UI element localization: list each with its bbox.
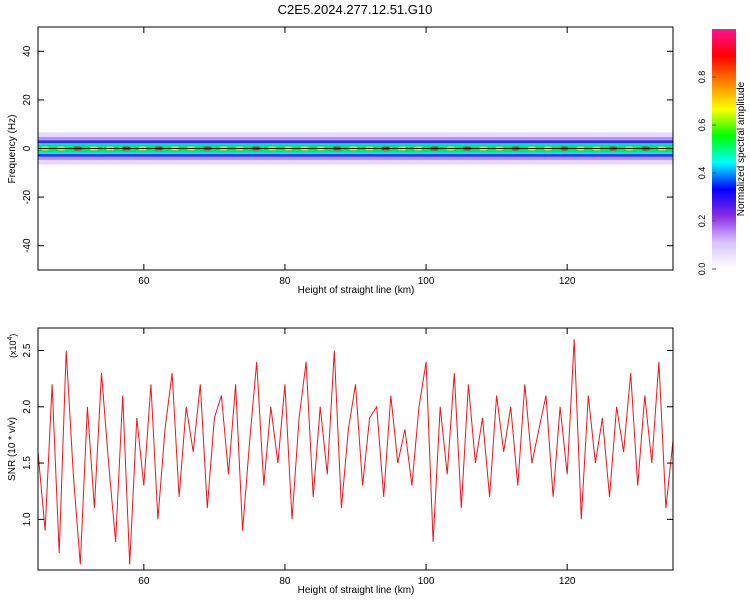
colorbar-tick-label: 0.8 bbox=[697, 71, 707, 84]
x-tick-label: 100 bbox=[418, 576, 435, 587]
snr-x-ticks: 60 80 100 120 bbox=[138, 328, 576, 587]
y-tick-label: 20 bbox=[22, 94, 33, 106]
snr-y-multiplier: (x104) bbox=[7, 334, 18, 358]
spectrogram-panel: 60 80 100 120 40 20 0 -20 -40 Height of straigh… bbox=[7, 26, 674, 296]
spectrogram-y-axis-label: Frequency (Hz) bbox=[7, 115, 18, 184]
y-tick-label: -20 bbox=[22, 189, 33, 204]
colorbar-tick-label: 0.6 bbox=[697, 119, 707, 132]
snr-y-axis-label: SNR (10 * v/v) bbox=[7, 417, 18, 481]
y-tick-label: -40 bbox=[22, 238, 33, 253]
colorbar-label: Normalized spectral amplitude bbox=[736, 81, 747, 216]
spectrogram-x-axis-label: Height of straight line (km) bbox=[298, 285, 415, 296]
y-tick-label: 2.0 bbox=[22, 399, 33, 413]
chart-title: C2E5.2024.277.12.51.G10 bbox=[278, 2, 433, 17]
x-tick-label: 120 bbox=[559, 576, 576, 587]
y-tick-label: 40 bbox=[22, 45, 33, 57]
x-tick-label: 80 bbox=[279, 276, 291, 287]
y-tick-label: 0 bbox=[22, 145, 33, 151]
x-tick-label: 80 bbox=[279, 576, 291, 587]
x-tick-label: 100 bbox=[418, 276, 435, 287]
snr-frame bbox=[37, 327, 674, 571]
snr-y-ticks: 1.0 1.5 2.0 2.5 bbox=[22, 343, 673, 526]
colorbar-tick-label: 0.0 bbox=[697, 263, 707, 276]
colorbar-tick-label: 0.4 bbox=[697, 167, 707, 180]
colorbar-ticks: 0.0 0.2 0.4 0.6 0.8 bbox=[697, 71, 716, 276]
snr-x-axis-label: Height of straight line (km) bbox=[298, 585, 415, 596]
x-tick-label: 60 bbox=[138, 576, 150, 587]
snr-series-line bbox=[37, 339, 674, 565]
snr-panel: 60 80 100 120 1.0 1.5 2.0 2.5 Height of straig… bbox=[7, 327, 674, 596]
y-tick-label: 1.5 bbox=[22, 456, 33, 470]
spectrogram-x-ticks: 60 80 100 120 bbox=[138, 27, 576, 287]
snr-plot-area bbox=[38, 328, 673, 570]
y-tick-label: 2.5 bbox=[22, 343, 33, 357]
spectrogram-y-ticks: 40 20 0 -20 -40 bbox=[22, 45, 673, 253]
spectrogram-band bbox=[38, 132, 673, 165]
x-tick-label: 120 bbox=[559, 276, 576, 287]
x-tick-label: 60 bbox=[138, 276, 150, 287]
colorbar-tick-label: 0.2 bbox=[697, 215, 707, 228]
colorbar: 0.0 0.2 0.4 0.6 0.8 Normalized spectral ampl… bbox=[697, 29, 747, 275]
snr-line-layer bbox=[37, 339, 674, 565]
y-tick-label: 1.0 bbox=[22, 512, 33, 526]
colorbar-scale bbox=[712, 29, 736, 269]
